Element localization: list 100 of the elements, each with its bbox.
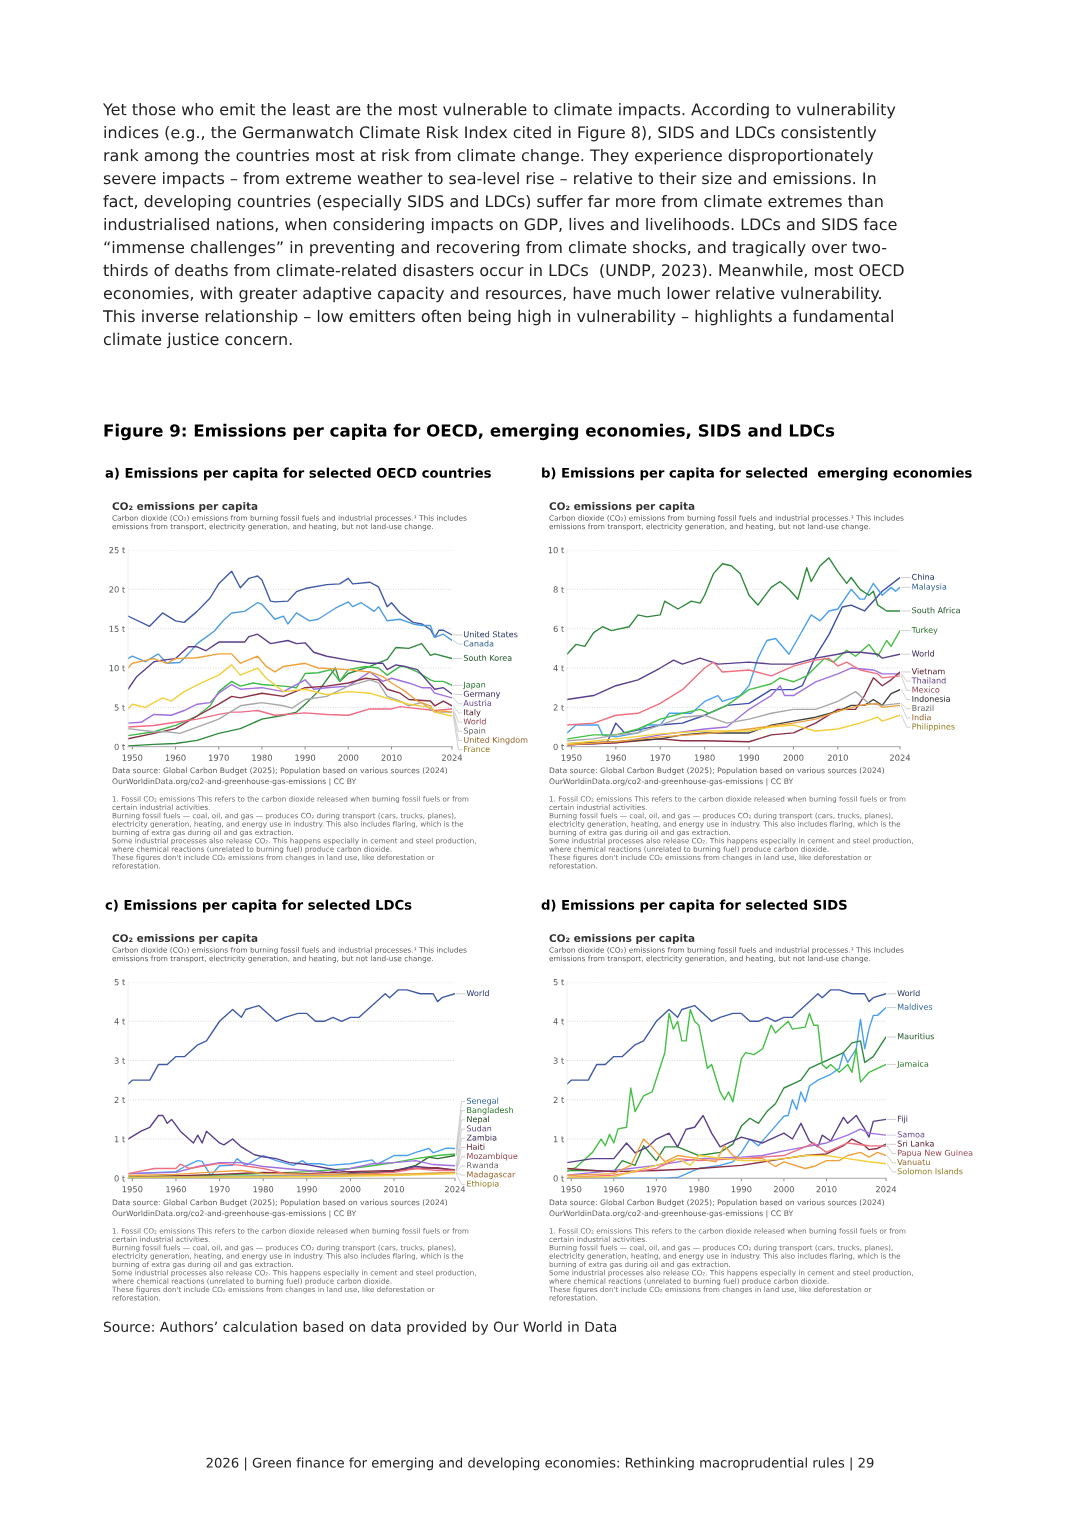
chart-subtitle: CO₂ emissions per capita <box>112 501 258 513</box>
x-tick-label: 1990 <box>295 754 316 761</box>
y-tick-label: 15 t <box>109 625 126 632</box>
y-tick-label: 0 t <box>553 1175 565 1182</box>
line-series <box>567 989 886 1085</box>
y-tick-label: 0 t <box>114 1175 126 1182</box>
line-series <box>567 1128 886 1176</box>
series-label: World <box>911 650 935 657</box>
series-label: Solomon Islands <box>897 1168 963 1175</box>
y-tick-label: 10 t <box>548 546 565 554</box>
line-series <box>567 702 900 746</box>
series-label: Papua New Guinea <box>897 1149 973 1158</box>
chart-subtitle: CO₂ emissions per capita <box>112 933 258 945</box>
y-tick-label: 1 t <box>114 1136 126 1143</box>
x-tick-label: 2010 <box>383 1186 405 1193</box>
line-series <box>128 665 452 737</box>
text: Mexico <box>912 686 940 693</box>
x-tick-label: 2024 <box>876 1186 897 1193</box>
line-series <box>567 629 900 740</box>
y-tick-label: 10 t <box>109 665 126 672</box>
text: Spain <box>463 727 486 736</box>
line-series <box>567 651 900 701</box>
x-tick-label: 1950 <box>122 1186 143 1193</box>
line-series <box>567 657 900 726</box>
series-label: Jamaica <box>896 1060 929 1069</box>
x-tick-label: 2024 <box>442 754 463 761</box>
y-tick-label: 3 t <box>553 1057 565 1064</box>
series-label: Thailand <box>911 677 946 684</box>
y-tick-label: 6 t <box>553 625 565 632</box>
series-label: Malaysia <box>912 583 947 592</box>
x-tick-label: 2010 <box>816 1186 837 1193</box>
y-tick-label: 25 t <box>109 546 126 554</box>
series-label: Japan <box>462 681 486 690</box>
y-tick-label: 20 t <box>109 586 126 593</box>
line-series <box>567 1114 886 1164</box>
chart-title: b) Emissions per capita for selected emerging economies <box>542 467 972 481</box>
x-tick-label: 1990 <box>731 1186 752 1193</box>
x-tick-label: 1980 <box>694 754 715 761</box>
y-tick-label: 5 t <box>114 979 126 986</box>
line-series <box>128 653 452 713</box>
line-series <box>128 664 452 717</box>
series-label: South Korea <box>463 654 512 661</box>
y-tick-label: 4 t <box>553 1018 565 1025</box>
series-label: World <box>466 989 489 997</box>
line-series <box>128 989 455 1085</box>
x-tick-label: 1990 <box>739 754 760 761</box>
text: France <box>464 746 490 753</box>
series-label: Samoa <box>897 1131 925 1138</box>
source-note: Source: Authors’ calculation based on data provided by Our World in Data <box>103 1321 617 1335</box>
y-tick-label: 2 t <box>114 1096 126 1103</box>
series-label: Vanuatu <box>897 1159 930 1166</box>
series-label: Turkey <box>911 626 938 635</box>
series-label: Austria <box>463 699 492 707</box>
series-label: World <box>463 718 486 725</box>
series-label: Maldives <box>897 1003 933 1010</box>
series-label: Mauritius <box>897 1033 935 1040</box>
x-tick-label: 1990 <box>297 1186 317 1193</box>
x-tick-label: 2010 <box>827 754 848 761</box>
line-series <box>128 633 452 695</box>
line-series <box>128 642 452 747</box>
x-tick-label: 1980 <box>252 754 272 761</box>
y-tick-label: 1 t <box>553 1136 565 1143</box>
y-tick-label: 5 t <box>114 704 126 711</box>
caption: Figure 9: Emissions per capita for OECD, emerging economies, SIDS and LDCs <box>104 423 835 441</box>
x-tick-label: 1970 <box>209 1186 230 1193</box>
x-tick-label: 1950 <box>561 1186 582 1193</box>
line-series <box>567 714 900 745</box>
chart-subtitle: CO₂ emissions per capita <box>549 501 695 513</box>
text: 2026 | Green finance for emerging and developing economies: Rethinking macroprudential rules | 29 <box>206 1457 874 1471</box>
series-label: Mozambique <box>467 1152 518 1161</box>
line-series <box>567 1154 886 1179</box>
text: Senegal <box>466 1097 499 1106</box>
text: Nepal <box>467 1116 489 1124</box>
line-series <box>128 601 452 664</box>
y-tick-label: 2 t <box>553 704 565 711</box>
x-tick-label: 2024 <box>890 754 911 761</box>
text: Haiti <box>467 1143 485 1150</box>
line-series <box>128 705 452 728</box>
series-label: South Africa <box>912 607 960 614</box>
series-label: Germany <box>463 690 501 699</box>
y-tick-label: 0 t <box>553 743 565 750</box>
x-tick-label: 1980 <box>689 1186 709 1193</box>
series-label: Vietnam <box>911 668 945 675</box>
text: United Kingdom <box>464 736 528 745</box>
series-label: Madagascar <box>467 1171 516 1179</box>
series-label: Indonesia <box>912 695 950 702</box>
series-label: Fiji <box>897 1115 908 1124</box>
series-label: Rwanda <box>467 1162 498 1169</box>
x-tick-label: 1970 <box>646 1186 667 1193</box>
x-tick-label: 1960 <box>165 754 186 761</box>
x-tick-label: 2000 <box>773 1186 794 1193</box>
series-label: Canada <box>463 640 494 647</box>
series-label: India <box>912 714 931 721</box>
y-tick-label: 2 t <box>553 1096 565 1103</box>
text: Zambia <box>466 1134 497 1141</box>
series-label: Philippines <box>912 723 955 732</box>
x-tick-label: 1950 <box>561 754 582 761</box>
text: Yet those who emit the least are the most vulnerable to climate impacts. According to vulnerability indices (e.g., the Germanwatch Climate Risk Index cited in Figure 8), SIDS and LDCs consistently rank among the countries most at risk from climate change. They experience disproportionately severe impacts – from extreme weather to sea-level rise – relative to their size and emissions. In fact, developing countries (especially SIDS and LDCs) suffer far more from climate extremes than industrialised nations, when considering impacts on GDP, lives and livelihoods. LDCs and SIDS face “immense challenges” in preventing and recovering from climate shocks, and tragically over two- thirds of deaths from climate-related disasters occur in LDCs (UNDP, 2023). Meanwhile, most OECD economies, with greater adaptive capacity and resources, have much lower relative vulnerability. This inverse relationship – low emitters often being high in vulnerability – highlights a fundamental climate justice concern. <box>102 103 904 349</box>
text: Bangladesh <box>467 1106 513 1115</box>
y-tick-label: 4 t <box>114 1018 126 1025</box>
